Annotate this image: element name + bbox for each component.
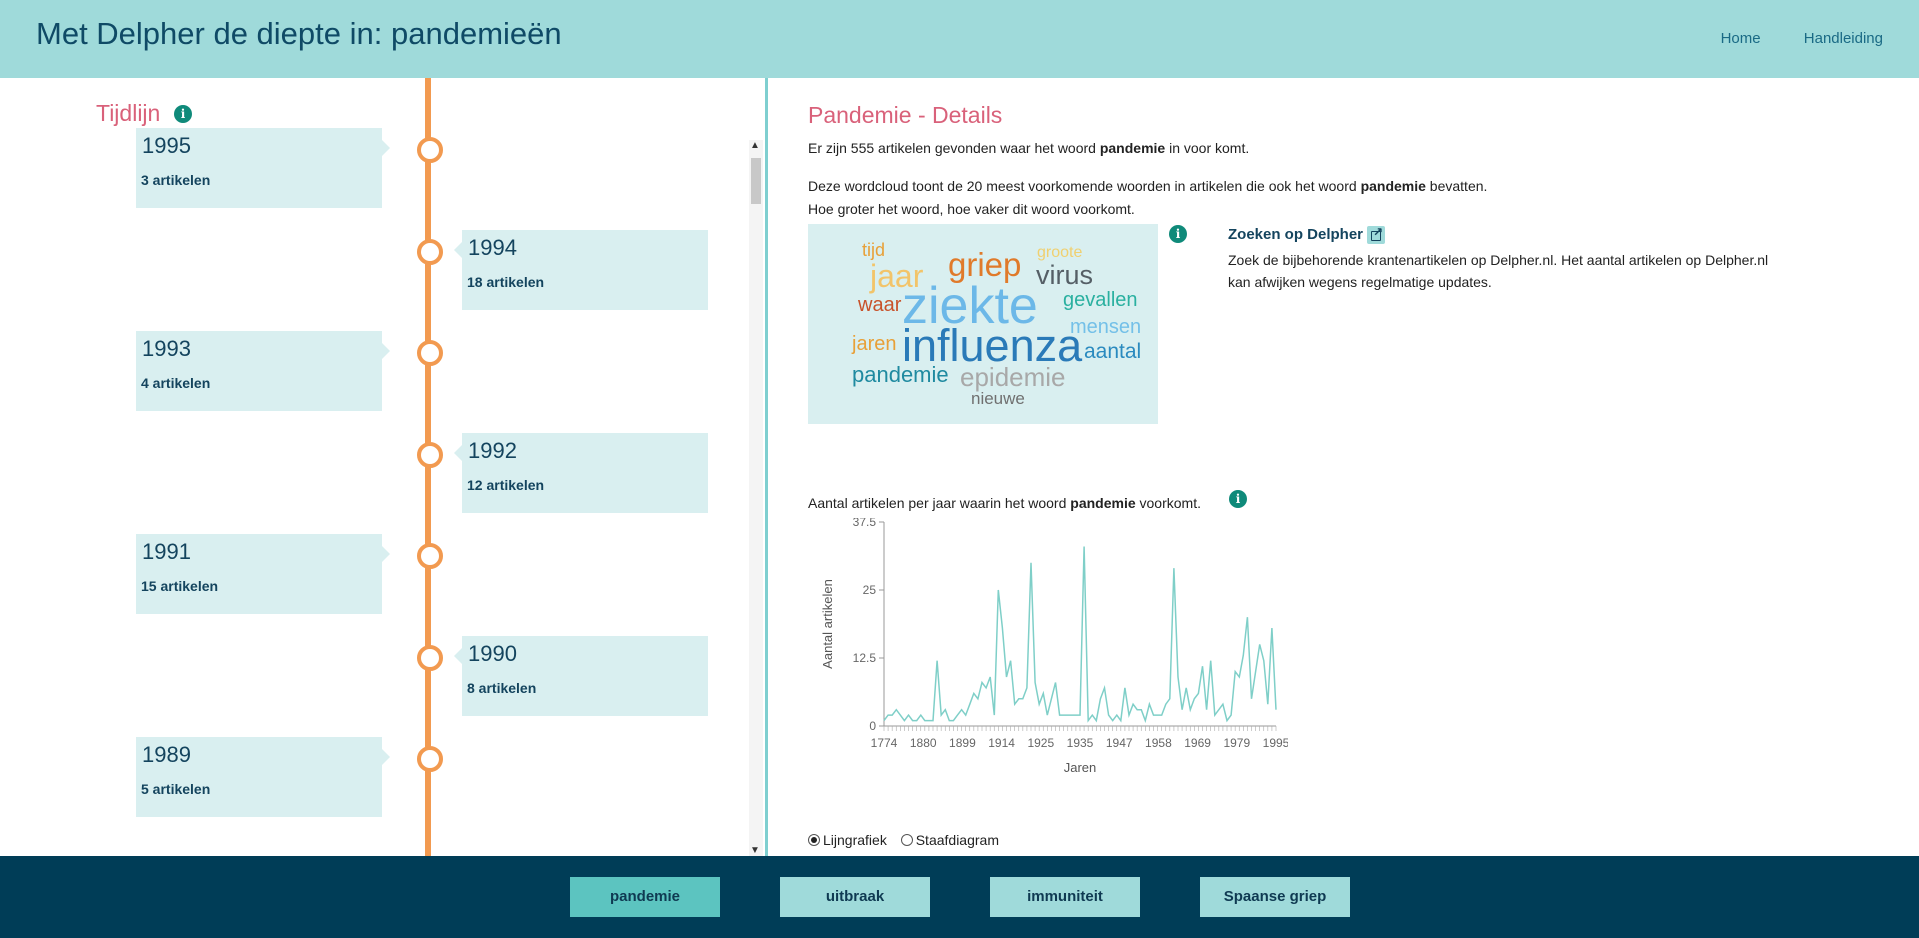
x-tick-label: 1925 [1027,736,1054,750]
wordcloud-word: waar [858,294,902,316]
x-tick-label: 1979 [1223,736,1250,750]
y-tick-label: 25 [863,583,877,597]
x-tick-label: 1947 [1106,736,1133,750]
articles-per-year-chart: 0 12.5 25 37.5 1774 1880 1899 1914 1925 1935 1947 1… [820,518,1288,775]
top-nav: Home Handleiding [1682,30,1883,47]
timeline-count: 15 artikelen [141,578,219,594]
timeline-card-1991[interactable]: 1991 15 artikelen [136,534,390,614]
x-tick-label: 1914 [988,736,1015,750]
timeline-info-icon[interactable]: i [174,105,192,123]
y-tick-label: 37.5 [853,518,877,529]
timeline-card-1994[interactable]: 1994 18 artikelen [454,229,708,310]
wordcloud-word: aantal [1084,340,1142,363]
footer-tab-pandemie[interactable]: pandemie [570,877,720,917]
timeline-count: 8 artikelen [467,679,537,696]
wordcloud-word: tijd [862,240,886,260]
radio-lijngrafiek[interactable]: Lijngrafiek [808,832,887,848]
wordcloud-description: Deze wordcloud toont de 20 meest voorkom… [808,178,1488,194]
delpher-search-description: Zoek de bijbehorende krantenartikelen op… [1228,252,1769,290]
wordcloud-word: ziekte [902,277,1038,335]
radio-unchecked-icon[interactable] [900,834,913,846]
x-tick-label: 1774 [871,736,898,750]
timeline-card-1989[interactable]: 1989 5 artikelen [136,737,390,817]
x-tick-label: 1899 [949,736,976,750]
wordcloud-word: influenza [902,320,1083,371]
timeline-title: Tijdlijn [96,100,161,126]
timeline-year: 1990 [468,640,517,666]
nav-home-link[interactable]: Home [1720,30,1761,47]
timeline-node [417,644,443,671]
wordcloud-word: jaar [870,258,924,294]
timeline-count: 18 artikelen [467,273,545,290]
wordcloud-info-icon[interactable]: i [1169,225,1187,243]
wordcloud-word: griep [948,246,1022,283]
timeline-node [417,238,443,265]
article-count-text: Er zijn 555 artikelen gevonden waar het … [808,140,1250,156]
timeline-scrollbar[interactable]: ▲ ▼ [749,140,763,856]
scroll-down-icon[interactable]: ▼ [750,845,760,856]
timeline-card-1993[interactable]: 1993 4 artikelen [136,331,390,411]
timeline-panel: Tijdlijn i 1995 3 artikelen 1994 18 artikel… [0,78,766,856]
footer-tab-spaanse-griep[interactable]: Spaanse griep [1200,877,1350,917]
delpher-search-link[interactable]: Zoeken op Delpher [1228,225,1386,245]
timeline-node [417,543,443,569]
timeline-card-1990[interactable]: 1990 8 artikelen [454,635,708,716]
timeline-year: 1991 [142,539,191,564]
y-tick-label: 12.5 [853,651,877,665]
timeline-node [417,340,443,366]
wordcloud-word: virus [1036,260,1094,290]
timeline-count: 12 artikelen [467,476,545,493]
external-link-icon[interactable] [1367,225,1386,245]
wordcloud-word: mensen [1070,316,1142,338]
radio-checked-icon[interactable] [808,834,820,846]
nav-handleiding-link[interactable]: Handleiding [1803,30,1883,47]
page-title: Met Delpher de diepte in: pandemieën [36,16,562,51]
chart-type-selector: Lijngrafiek Staafdiagram [808,832,999,848]
timeline-year: 1993 [142,336,191,361]
footer-tab-immuniteit[interactable]: immuniteit [990,877,1140,917]
header: Met Delpher de diepte in: pandemieën Hom… [0,0,1919,78]
details-panel: Pandemie - Details Er zijn 555 artikelen… [768,78,1919,856]
scroll-thumb[interactable] [751,158,761,204]
timeline-node [417,746,443,772]
x-tick-label: 1935 [1067,736,1094,750]
x-tick-label: 1969 [1184,736,1211,750]
wordcloud: tijd jaar griep groote virus waar ziekte gevall… [808,224,1158,424]
wordcloud-word: groote [1037,244,1083,261]
timeline-card-1992[interactable]: 1992 12 artikelen [454,432,708,513]
details-title: Pandemie - Details [808,102,1003,128]
x-axis-label: Jaren [1064,760,1097,775]
x-tick-label: 1958 [1145,736,1172,750]
chart-caption: Aantal artikelen per jaar waarin het woo… [808,495,1201,511]
wordcloud-word: epidemie [960,362,1066,392]
chart-info-icon[interactable]: i [1229,490,1247,508]
wordcloud-word: jaren [852,333,897,355]
timeline-count: 5 artikelen [141,781,211,797]
timeline-year: 1992 [468,437,517,463]
wordcloud-word: gevallen [1063,289,1138,311]
timeline-year: 1989 [142,742,191,767]
wordcloud-word: pandemie [852,362,949,387]
timeline-count: 3 artikelen [141,172,211,188]
timeline-year: 1995 [142,133,191,158]
footer-tab-uitbraak[interactable]: uitbraak [780,877,930,917]
series-line [883,546,1277,724]
footer-tabs: pandemie uitbraak immuniteit Spaanse griep [0,856,1919,938]
y-axis-label: Aantal artikelen [820,579,835,669]
x-tick-label: 1880 [910,736,937,750]
timeline-year: 1994 [468,234,517,260]
wordcloud-hint: Hoe groter het woord, hoe vaker dit woor… [808,201,1135,217]
radio-staafdiagram[interactable]: Staafdiagram [900,832,999,848]
pane-divider [765,78,768,856]
timeline-node [417,441,443,468]
wordcloud-word: nieuwe [971,389,1025,408]
x-tick-label: 1995 [1263,736,1288,750]
timeline-card-1995[interactable]: 1995 3 artikelen [136,128,390,208]
y-tick-label: 0 [869,719,876,733]
scroll-up-icon[interactable]: ▲ [750,140,760,151]
timeline-count: 4 artikelen [141,375,211,391]
timeline-node [417,137,443,163]
